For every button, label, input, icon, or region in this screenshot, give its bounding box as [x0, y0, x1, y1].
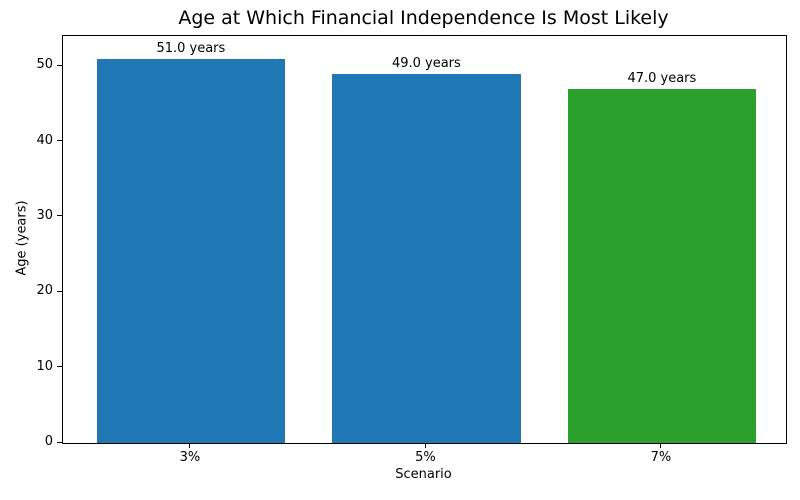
y-tick-mark	[57, 441, 62, 443]
bar-5%	[332, 73, 521, 443]
x-tick-label: 3%	[179, 450, 201, 465]
y-tick-label: 30	[36, 207, 53, 223]
y-tick-mark	[57, 140, 62, 142]
y-tick-label: 0	[44, 434, 53, 449]
x-tick-label: 7%	[650, 450, 672, 465]
y-tick-mark	[57, 290, 62, 292]
x-tick-mark	[424, 443, 426, 448]
y-tick-label: 40	[36, 132, 53, 148]
bar-value-label: 51.0 years	[156, 40, 226, 56]
bar-value-label: 47.0 years	[627, 70, 697, 86]
y-tick-mark	[57, 366, 62, 368]
x-tick-mark	[660, 443, 662, 448]
y-tick-label: 50	[36, 57, 53, 73]
bar-7%	[567, 88, 757, 443]
x-tick-mark	[189, 443, 191, 448]
y-tick-label: 20	[36, 283, 53, 299]
y-tick-label: 10	[36, 358, 53, 374]
x-tick-label: 5%	[415, 450, 436, 465]
y-tick-mark	[57, 64, 62, 66]
plot-area: 51.0 years 49.0 years 47.0 years	[62, 35, 787, 444]
bar-3%	[96, 58, 286, 443]
bar-value-label: 49.0 years	[391, 55, 461, 71]
chart-title: Age at Which Financial Independence Is M…	[178, 7, 669, 29]
y-tick-mark	[57, 215, 62, 217]
x-axis-label: Scenario	[395, 467, 452, 482]
